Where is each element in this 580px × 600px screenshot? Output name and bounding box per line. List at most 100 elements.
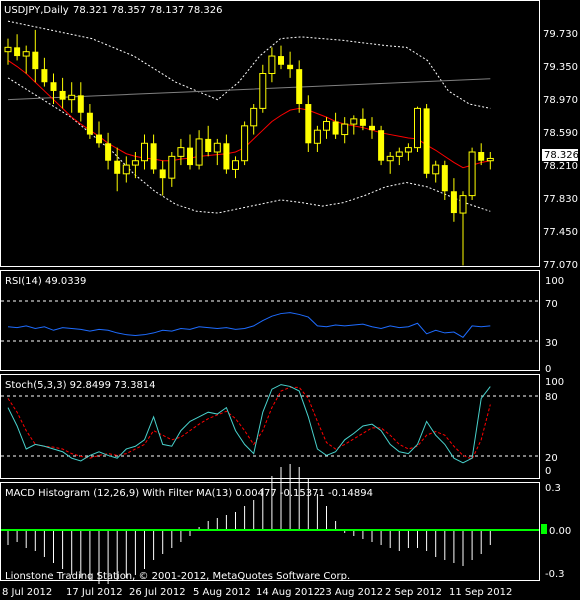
candle-bull: [68, 94, 76, 101]
candle-bear: [187, 147, 193, 166]
candle-bull: [232, 160, 239, 170]
candle-bull: [241, 125, 249, 162]
rsi-title: RSI(14) 49.0339: [5, 276, 86, 287]
price-tick: 78.970: [543, 95, 578, 106]
candle-bear: [441, 165, 448, 192]
date-label: 17 Jul 2012: [66, 587, 123, 598]
candle-bear: [77, 95, 84, 113]
ohlc-readout: 78.321 78.357 78.137 78.326: [73, 5, 223, 16]
stoch-title: Stoch(5,3,3) 92.8499 73.3814: [5, 380, 156, 391]
stoch-plot: [7, 384, 491, 464]
candle-bear: [450, 191, 457, 214]
candle-bear: [378, 130, 385, 161]
date-label: 5 Aug 2012: [193, 587, 251, 598]
rsi-panel[interactable]: [0, 270, 540, 371]
candle-bear: [332, 121, 339, 135]
candle-bear: [478, 152, 485, 161]
candle-bull: [395, 151, 403, 157]
symbol-title: USDJPY,Daily: [4, 5, 69, 16]
stoch-tick: 80: [545, 392, 558, 403]
macd-tick: 0.00: [549, 526, 571, 537]
candle-bear: [59, 90, 66, 100]
candle-bear: [150, 143, 157, 170]
candle-bear: [359, 118, 366, 126]
band-upper-line: [7, 20, 491, 109]
date-axis: 8 Jul 2012 17 Jul 2012 26 Jul 2012 5 Aug…: [2, 587, 512, 598]
candle-bear: [305, 104, 312, 144]
candle-bull: [250, 107, 258, 127]
price-tick: 77.450: [543, 227, 578, 238]
price-panel[interactable]: [0, 0, 540, 267]
candle-bear: [205, 138, 212, 152]
candle-bull: [404, 147, 412, 153]
candle-bear: [423, 108, 430, 174]
candle-bull: [486, 157, 494, 162]
candle-bear: [50, 82, 57, 91]
candle-bull: [177, 147, 185, 157]
candle-bull: [414, 107, 421, 149]
candle-bull: [350, 118, 358, 125]
candle-bull: [459, 195, 467, 214]
candle-bull: [341, 123, 349, 136]
price-tick: 78.210: [543, 161, 578, 172]
rsi-tick: 100: [545, 276, 564, 287]
footer-copyright: Lionstone Trading Station, © 2001-2012, …: [5, 571, 350, 582]
stoch-panel[interactable]: [0, 374, 540, 479]
candle-bull: [268, 55, 276, 75]
price-plot: [4, 20, 494, 266]
candle-bear: [105, 143, 112, 161]
macd-zero-marker: [541, 524, 547, 534]
rsi-line: [7, 312, 491, 338]
price-tick: 77.830: [543, 194, 578, 205]
candle-bear: [41, 69, 48, 83]
candle-bull: [131, 160, 139, 166]
rsi-tick: 30: [545, 338, 558, 349]
candle-bull: [468, 151, 476, 197]
macd-tick: -0.3: [545, 569, 565, 580]
candle-bull: [313, 129, 321, 144]
candle-bull: [141, 142, 148, 162]
ma-gray-line: [7, 78, 491, 101]
macd-tick: 0.3: [545, 483, 561, 494]
candle-bull: [213, 142, 221, 153]
candle-bull: [432, 164, 440, 175]
price-tick: 79.730: [543, 29, 578, 40]
date-label: 26 Jul 2012: [129, 587, 186, 598]
stoch-signal-line: [7, 386, 491, 460]
current-price-label: 78.326: [544, 150, 579, 161]
current-price-box: [542, 149, 578, 161]
date-label: 14 Aug 2012: [256, 587, 320, 598]
price-tick: 78.590: [543, 128, 578, 139]
macd-title: MACD Histogram (12,26,9) With Filter MA(…: [5, 488, 373, 499]
date-label: 8 Jul 2012: [2, 587, 52, 598]
candle-bull: [4, 46, 12, 53]
rsi-tick: 70: [545, 299, 558, 310]
candle-bear: [96, 134, 102, 144]
candle-bull: [386, 155, 394, 162]
candle-bear: [32, 51, 39, 70]
candle-bull: [323, 120, 330, 131]
candle-bear: [369, 125, 375, 131]
candle-bear: [14, 47, 21, 57]
stoch-tick: 100: [545, 377, 564, 388]
candle-bear: [278, 56, 284, 65]
price-tick: 77.070: [543, 260, 578, 271]
date-label: 11 Sep 2012: [449, 587, 512, 598]
candle-bull: [259, 73, 267, 109]
rsi-plot: [7, 312, 491, 338]
candle-bear: [287, 64, 294, 70]
candle-bear: [296, 69, 303, 105]
candle-bear: [223, 143, 230, 170]
stoch-tick: 0: [545, 466, 551, 477]
candle-bull: [122, 164, 130, 175]
candle-bull: [195, 138, 203, 166]
candle-bull: [22, 51, 30, 57]
candle-bear: [159, 169, 166, 179]
candle-bull: [168, 155, 176, 179]
stoch-main-line: [7, 384, 491, 464]
price-axis: 79.730 79.350 78.970 78.590 78.210 77.83…: [543, 29, 578, 271]
candle-bear: [114, 160, 121, 174]
date-label: 23 Aug 2012: [319, 587, 383, 598]
rsi-tick: 0: [545, 364, 551, 375]
